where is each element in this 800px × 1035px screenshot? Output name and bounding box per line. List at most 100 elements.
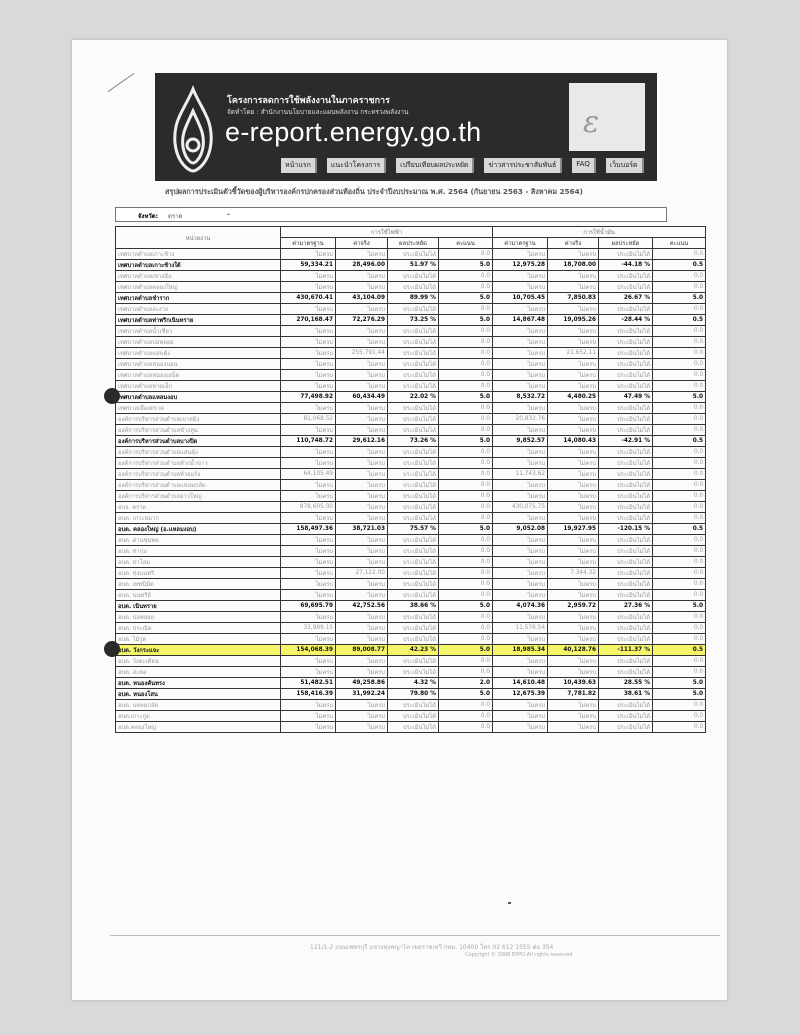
cell-elec-score: 5.0 bbox=[437, 391, 494, 403]
cell-fuel-saving: ประเมินไม่ได้ bbox=[598, 633, 654, 645]
table-row: องค์การบริหารส่วนตำบลบางปิด 110,748.72 29,… bbox=[115, 435, 707, 447]
cell-fuel-standard: 9,852.57 bbox=[492, 435, 549, 447]
cell-fuel-saving: 27.36 % bbox=[598, 600, 654, 612]
cell-fuel-saving: ประเมินไม่ได้ bbox=[598, 699, 654, 711]
cell-fuel-actual: ไม่ครบ bbox=[547, 413, 600, 425]
cell-fuel-score: 0.0 bbox=[652, 248, 707, 260]
cell-elec-actual: ไม่ครบ bbox=[335, 655, 388, 667]
cell-fuel-actual: ไม่ครบ bbox=[547, 270, 600, 282]
table-row: อบต. วังกระแจะ 154,068.39 89,008.77 42.23 %… bbox=[115, 644, 707, 656]
nav-about[interactable]: แนะนำโครงการ bbox=[326, 158, 387, 173]
cell-fuel-score: 0.0 bbox=[652, 402, 707, 414]
nav-compare[interactable]: เปรียบเทียบผลประหยัด bbox=[396, 158, 475, 173]
cell-fuel-actual: ไม่ครบ bbox=[547, 468, 600, 480]
cell-fuel-saving: ประเมินไม่ได้ bbox=[598, 622, 654, 634]
cell-agency: อบต. เกาะหมาก bbox=[115, 512, 281, 524]
cell-fuel-standard: ไม่ครบ bbox=[492, 490, 549, 502]
cell-fuel-standard: 18,985.34 bbox=[492, 644, 549, 656]
cell-fuel-saving: 28.55 % bbox=[598, 677, 654, 689]
cell-agency: เทศบาลตำบลละงาง bbox=[115, 303, 281, 315]
table-row: อบต. ท่ากุ่ม ไม่ครบ ไม่ครบ ประเมินไม่ได้ 0.0… bbox=[115, 545, 707, 557]
nav-home[interactable]: หน้าแรก bbox=[281, 158, 317, 173]
table-row: อบต. เนินทราย 69,695.79 42,752.56 38.66 % 5.… bbox=[115, 600, 707, 612]
cell-fuel-actual: ไม่ครบ bbox=[547, 666, 600, 678]
cell-elec-standard: ไม่ครบ bbox=[280, 347, 336, 359]
cell-fuel-standard: ไม่ครบ bbox=[492, 358, 549, 370]
cell-elec-saving: 4.32 % bbox=[387, 677, 439, 689]
table-row: เทศบาลตำบลหาดเล็ก ไม่ครบ ไม่ครบ ประเมินไม่ไ… bbox=[115, 380, 707, 392]
cell-fuel-standard: ไม่ครบ bbox=[492, 446, 549, 458]
cell-fuel-standard: ไม่ครบ bbox=[492, 281, 549, 293]
cell-fuel-saving: ประเมินไม่ได้ bbox=[598, 501, 654, 513]
cell-elec-saving: ประเมินไม่ได้ bbox=[387, 534, 439, 546]
cell-elec-standard: ไม่ครบ bbox=[280, 545, 336, 557]
cell-elec-score: 0.0 bbox=[437, 457, 494, 469]
cell-fuel-actual: 7,344.32 bbox=[547, 567, 600, 579]
cell-fuel-standard: ไม่ครบ bbox=[492, 479, 549, 491]
cell-elec-saving: ประเมินไม่ได้ bbox=[387, 479, 439, 491]
cell-elec-score: 0.0 bbox=[437, 512, 494, 524]
cell-fuel-score: 0.0 bbox=[652, 578, 707, 590]
cell-elec-saving: ประเมินไม่ได้ bbox=[387, 501, 439, 513]
cell-agency: อบจ. ตราด bbox=[115, 501, 281, 513]
redaction-mark bbox=[104, 388, 120, 404]
cell-fuel-score: 0.0 bbox=[652, 699, 707, 711]
cell-elec-standard: ไม่ครบ bbox=[280, 556, 336, 568]
cell-elec-standard: 110,748.72 bbox=[280, 435, 336, 447]
cell-elec-actual: ไม่ครบ bbox=[335, 666, 388, 678]
nav-faq[interactable]: FAQ bbox=[572, 158, 596, 173]
main-nav: หน้าแรก แนะนำโครงการ เปรียบเทียบผลประหยั… bbox=[281, 158, 644, 173]
cell-agency: องค์การบริหารส่วนตำบลห้วยแร้ง bbox=[115, 468, 281, 480]
cell-elec-actual: ไม่ครบ bbox=[335, 248, 388, 260]
header-electricity: การใช้ไฟฟ้า bbox=[279, 226, 494, 238]
organizer: จัดทำโดย : สำนักงานนโยบายและแผนพลังงาน ก… bbox=[227, 108, 409, 116]
cell-elec-score: 5.0 bbox=[437, 644, 494, 656]
table-row: องค์การบริหารส่วนตำบลห้วยแร้ง 64,105.49 ไม… bbox=[115, 468, 707, 480]
cell-elec-score: 0.0 bbox=[437, 325, 494, 337]
cell-fuel-actual: ไม่ครบ bbox=[547, 490, 600, 502]
table-row: องค์การบริหารส่วนตำบลแสนตุ้ง ไม่ครบ ไม่ครบ… bbox=[115, 446, 707, 458]
cell-fuel-standard: 11,576.54 bbox=[492, 622, 549, 634]
table-row: เทศบาลตำบลชำราก 430,670.41 43,104.09 89.99 … bbox=[115, 292, 707, 304]
cell-fuel-actual: ไม่ครบ bbox=[547, 534, 600, 546]
cell-fuel-standard: ไม่ครบ bbox=[492, 721, 549, 733]
cell-elec-saving: ประเมินไม่ได้ bbox=[387, 380, 439, 392]
cell-elec-score: 0.0 bbox=[437, 633, 494, 645]
cell-elec-actual: 255,791.44 bbox=[335, 347, 388, 359]
cell-fuel-saving: ประเมินไม่ได้ bbox=[598, 446, 654, 458]
cell-elec-saving: ประเมินไม่ได้ bbox=[387, 446, 439, 458]
cell-agency: เทศบาลเมืองตราด bbox=[115, 402, 281, 414]
cell-fuel-saving: ประเมินไม่ได้ bbox=[598, 710, 654, 722]
cell-elec-saving: ประเมินไม่ได้ bbox=[387, 457, 439, 469]
cell-elec-standard: ไม่ครบ bbox=[280, 380, 336, 392]
cell-agency: เทศบาลตำบลเกาะช้างใต้ bbox=[115, 259, 281, 271]
cell-fuel-actual: ไม่ครบ bbox=[547, 578, 600, 590]
cell-elec-score: 0.0 bbox=[437, 567, 494, 579]
cell-agency: เทศบาลตำบลหนองเสม็ด bbox=[115, 369, 281, 381]
cell-elec-actual: 31,992.24 bbox=[335, 688, 388, 700]
flame-logo-icon bbox=[173, 85, 213, 173]
province-select[interactable]: จังหวัด: ตราด ⌄ bbox=[115, 207, 667, 222]
cell-fuel-standard: ไม่ครบ bbox=[492, 380, 549, 392]
redaction-mark bbox=[104, 641, 120, 657]
cell-fuel-actual: ไม่ครบ bbox=[547, 556, 600, 568]
nav-news[interactable]: ข่าวสารประชาสัมพันธ์ bbox=[484, 158, 563, 173]
cell-elec-standard: ไม่ครบ bbox=[280, 446, 336, 458]
cell-elec-standard: ไม่ครบ bbox=[280, 666, 336, 678]
cell-elec-score: 0.0 bbox=[437, 578, 494, 590]
cell-elec-actual: ไม่ครบ bbox=[335, 457, 388, 469]
cell-fuel-saving: -111.37 % bbox=[598, 644, 654, 656]
cell-fuel-actual: ไม่ครบ bbox=[547, 358, 600, 370]
table-row: อบต.คลองใหญ่ ไม่ครบ ไม่ครบ ประเมินไม่ได้ 0.0… bbox=[115, 721, 707, 733]
cell-elec-saving: ประเมินไม่ได้ bbox=[387, 567, 439, 579]
cell-elec-score: 5.0 bbox=[437, 600, 494, 612]
cell-fuel-actual: 19,095.26 bbox=[547, 314, 600, 326]
nav-webboard[interactable]: เว็บบอร์ด bbox=[605, 158, 644, 173]
cell-elec-score: 0.0 bbox=[437, 413, 494, 425]
table-row: อบต. แหลมกลัด ไม่ครบ ไม่ครบ ประเมินไม่ได้ 0.… bbox=[115, 699, 707, 711]
cell-fuel-score: 0.5 bbox=[652, 523, 707, 535]
cell-fuel-actual: 7,781.82 bbox=[547, 688, 600, 700]
cell-agency: อบต. บ่อพลอย bbox=[115, 611, 281, 623]
cell-elec-actual: ไม่ครบ bbox=[335, 512, 388, 524]
cell-agency: อบต. ด่านชุมพล bbox=[115, 534, 281, 546]
